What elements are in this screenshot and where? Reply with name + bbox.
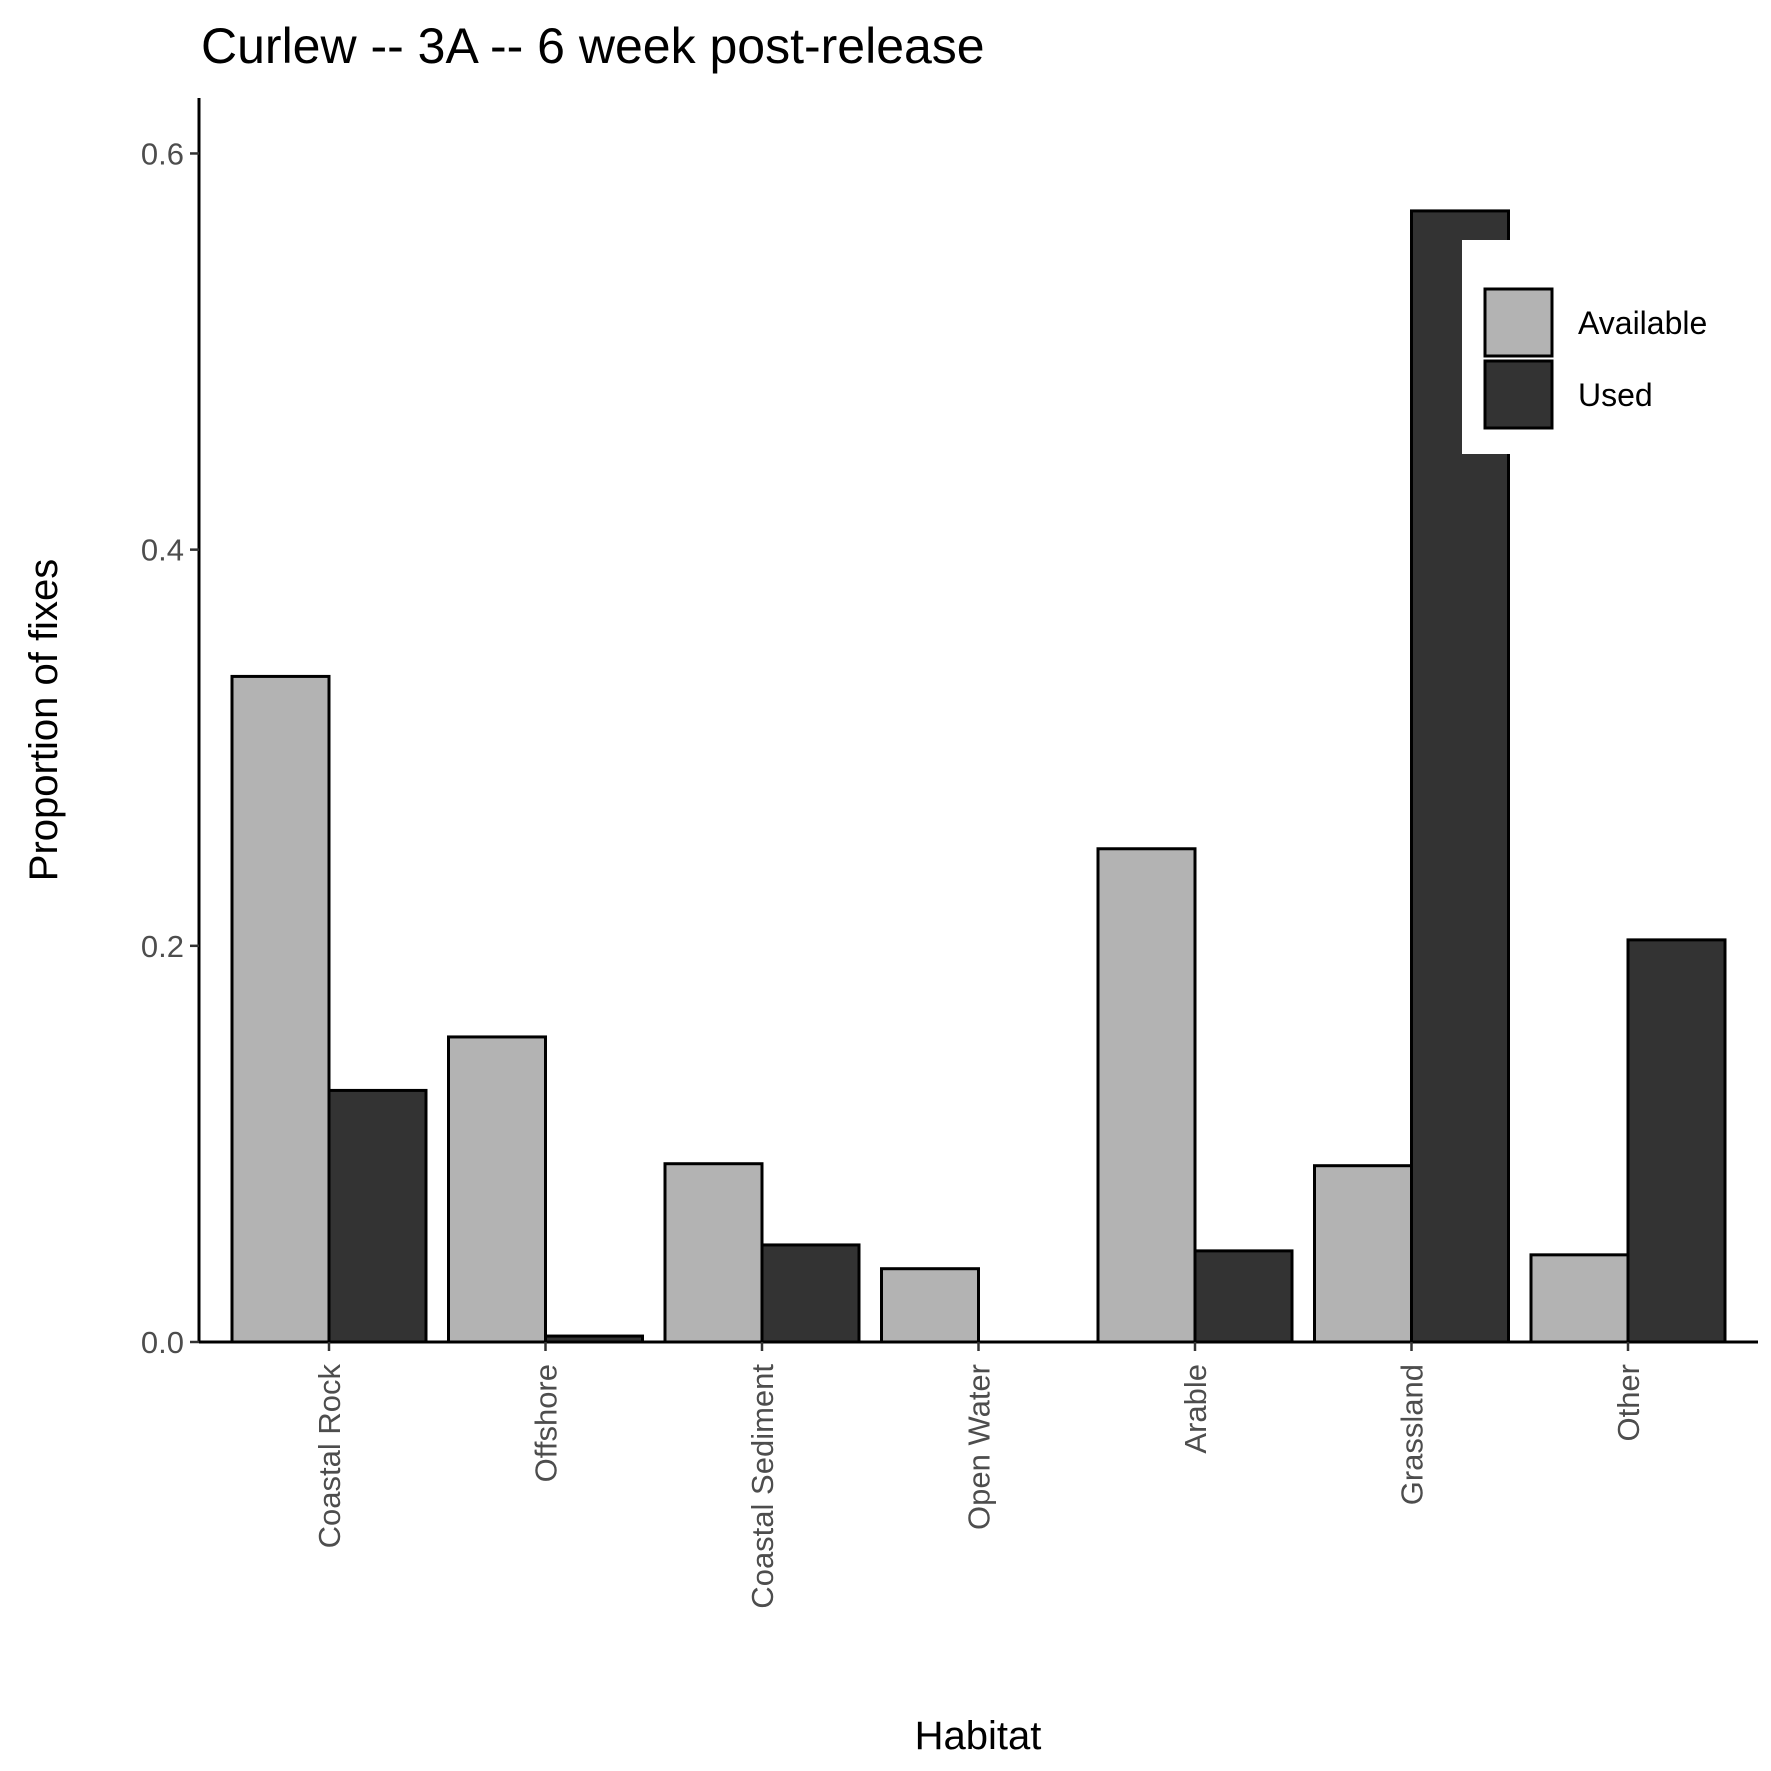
x-axis-title: Habitat [915, 1714, 1042, 1758]
y-axis-title: Proportion of fixes [22, 559, 66, 881]
bar-available-offshore [447, 1035, 547, 1344]
y-ticks: 0.0 0.2 0.4 0.6 [141, 136, 199, 1360]
legend-key-available [1483, 287, 1554, 358]
bar-available-grassland [1313, 1164, 1413, 1344]
x-tick-label: Other [1611, 1364, 1646, 1442]
bars [230, 209, 1727, 1344]
bar-available-coastal-rock [230, 674, 331, 1344]
chart-title: Curlew -- 3A -- 6 week post-release [201, 18, 985, 74]
x-tick-label: Coastal Sediment [745, 1364, 780, 1609]
x-tick-label: Grassland [1395, 1364, 1430, 1505]
x-ticks: Coastal Rock Offshore Coastal Sediment Open… [312, 1342, 1646, 1609]
y-tick-label: 0.6 [141, 136, 184, 171]
legend: Available Used [1462, 240, 1762, 454]
y-tick-label: 0.4 [141, 533, 184, 568]
x-tick-label: Coastal Rock [312, 1364, 347, 1549]
bar-used-arable [1193, 1249, 1294, 1344]
bar-used-other [1626, 938, 1727, 1344]
legend-label-used: Used [1578, 377, 1653, 413]
legend-label-available: Available [1578, 305, 1707, 341]
bar-available-coastal-sediment [663, 1162, 764, 1344]
bar-used-coastal-sediment [760, 1243, 861, 1344]
x-tick-label: Arable [1178, 1364, 1213, 1454]
bar-available-arable [1096, 847, 1197, 1344]
legend-key-used [1483, 359, 1554, 430]
bar-available-open-water [880, 1267, 980, 1344]
x-tick-label: Offshore [529, 1364, 564, 1482]
y-tick-label: 0.0 [141, 1325, 184, 1360]
bar-used-coastal-rock [327, 1088, 428, 1344]
bar-available-other [1529, 1253, 1630, 1344]
y-tick-label: 0.2 [141, 929, 184, 964]
x-tick-label: Open Water [962, 1364, 997, 1530]
